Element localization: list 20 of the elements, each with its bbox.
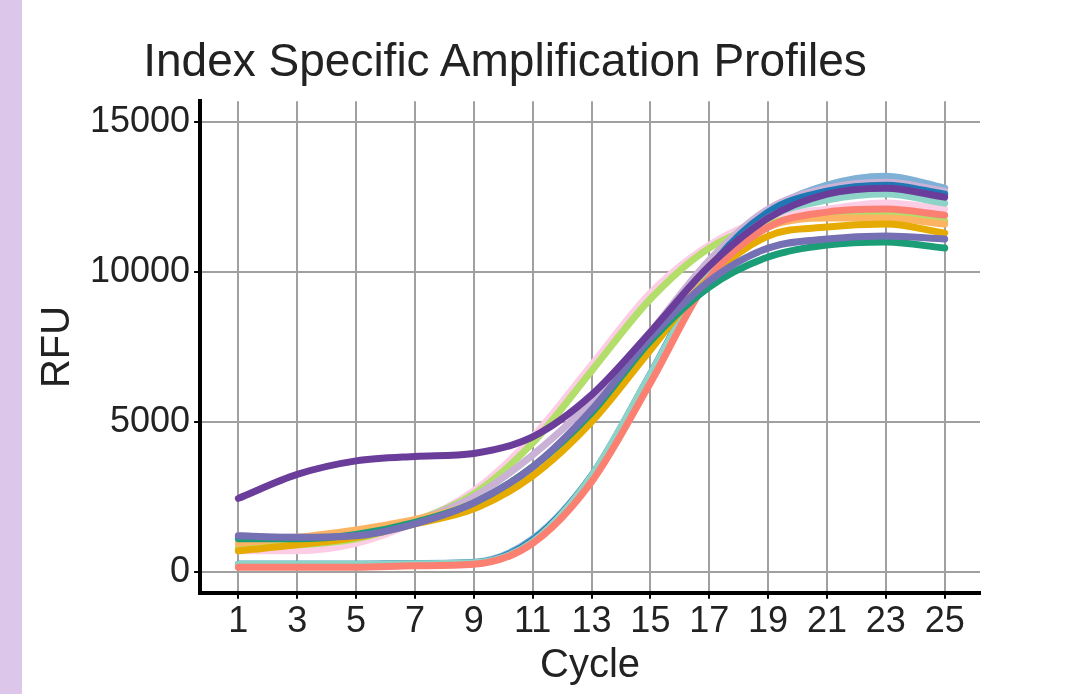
y-tick-label: 15000 xyxy=(90,99,191,141)
x-axis-title: Cycle xyxy=(540,641,641,686)
x-tick-label: 3 xyxy=(287,599,308,641)
x-tick-label: 7 xyxy=(404,599,425,641)
x-tick-label: 13 xyxy=(571,599,612,641)
x-tick-label: 23 xyxy=(865,599,906,641)
x-tick-label: 15 xyxy=(630,599,671,641)
x-tick-label: 21 xyxy=(806,599,847,641)
y-tick-label: 0 xyxy=(170,548,191,590)
x-tick-label: 9 xyxy=(463,599,484,641)
x-tick-label: 11 xyxy=(513,599,552,641)
x-tick-label: 17 xyxy=(689,599,730,641)
x-tick-label: 19 xyxy=(748,599,789,641)
y-tick-label: 10000 xyxy=(90,248,191,290)
x-tick-label: 25 xyxy=(924,599,965,641)
x-tick-label: 1 xyxy=(228,599,249,641)
x-tick-label: 5 xyxy=(346,599,367,641)
y-axis-title: RFU xyxy=(33,305,78,389)
chart-title: Index Specific Amplification Profiles xyxy=(143,34,867,87)
y-tick-label: 5000 xyxy=(110,398,191,440)
